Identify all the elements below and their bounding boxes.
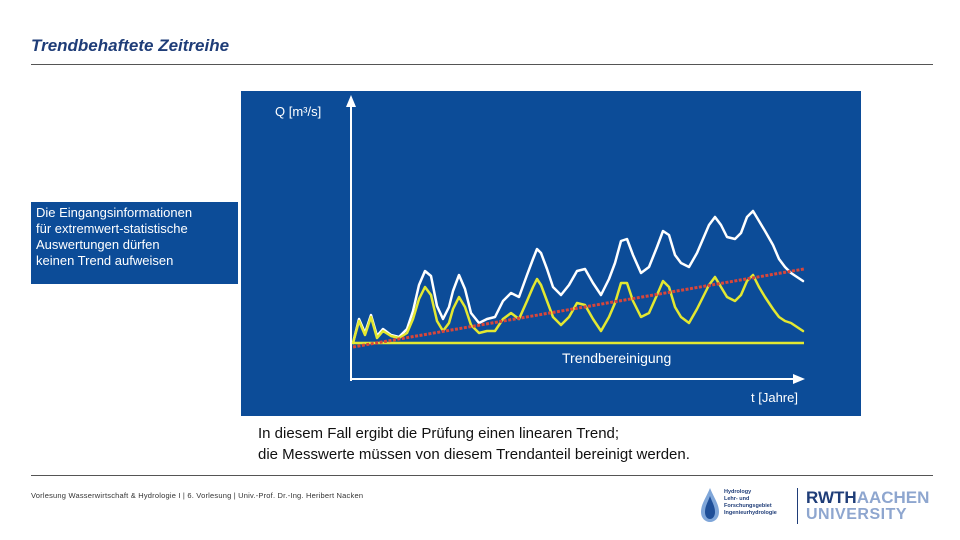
logo-separator <box>797 488 798 524</box>
info-box: Die Eingangsinformationen für extremwert… <box>31 202 238 284</box>
hydro-line: Ingenieurhydrologie <box>724 510 777 516</box>
conclusion-line-2: die Messwerte müssen von diesem Trendant… <box>258 446 690 463</box>
y-axis-arrow <box>346 95 356 107</box>
hydro-line: Lehr- und <box>724 496 750 502</box>
original-series-line <box>351 209 805 345</box>
info-line: für extremwert-statistische <box>36 221 188 236</box>
top-divider <box>31 64 933 65</box>
hydro-line: Forschungsgebiet <box>724 503 772 509</box>
trend-chart <box>346 95 805 384</box>
rwth-logo-part1: RWTH <box>806 488 857 507</box>
rwth-logo-part2: AACHEN <box>856 488 930 507</box>
rwth-logo-university: UNIVERSITY <box>806 506 908 523</box>
info-line: keinen Trend aufweisen <box>36 253 174 268</box>
rwth-logo: RWTHAACHEN UNIVERSITY <box>806 489 929 523</box>
trend-removal-label: Trendbereinigung <box>562 350 672 366</box>
detrended-series-line <box>351 273 805 345</box>
footer-text: Vorlesung Wasserwirtschaft & Hydrologie … <box>31 491 364 500</box>
y-axis-label: Q [m³/s] <box>275 104 322 119</box>
chart-panel <box>241 91 861 416</box>
hydrology-logo-text: Hydrology Lehr- und Forschungsgebiet Ing… <box>724 489 777 517</box>
hydro-line: Hydrology <box>724 489 752 495</box>
conclusion-text: In diesem Fall ergibt die Prüfung einen … <box>258 423 690 465</box>
x-axis-arrow <box>793 374 805 384</box>
water-drop-icon <box>701 488 719 522</box>
info-line: Die Eingangsinformationen <box>36 205 193 220</box>
conclusion-line-1: In diesem Fall ergibt die Prüfung einen … <box>258 425 620 442</box>
bottom-divider <box>31 475 933 476</box>
hydrology-logo: Hydrology Lehr- und Forschungsgebiet Ing… <box>699 486 794 524</box>
x-axis-label: t [Jahre] <box>751 390 798 405</box>
info-line: Auswertungen dürfen <box>36 237 160 252</box>
slide-title: Trendbehaftete Zeitreihe <box>31 36 230 55</box>
